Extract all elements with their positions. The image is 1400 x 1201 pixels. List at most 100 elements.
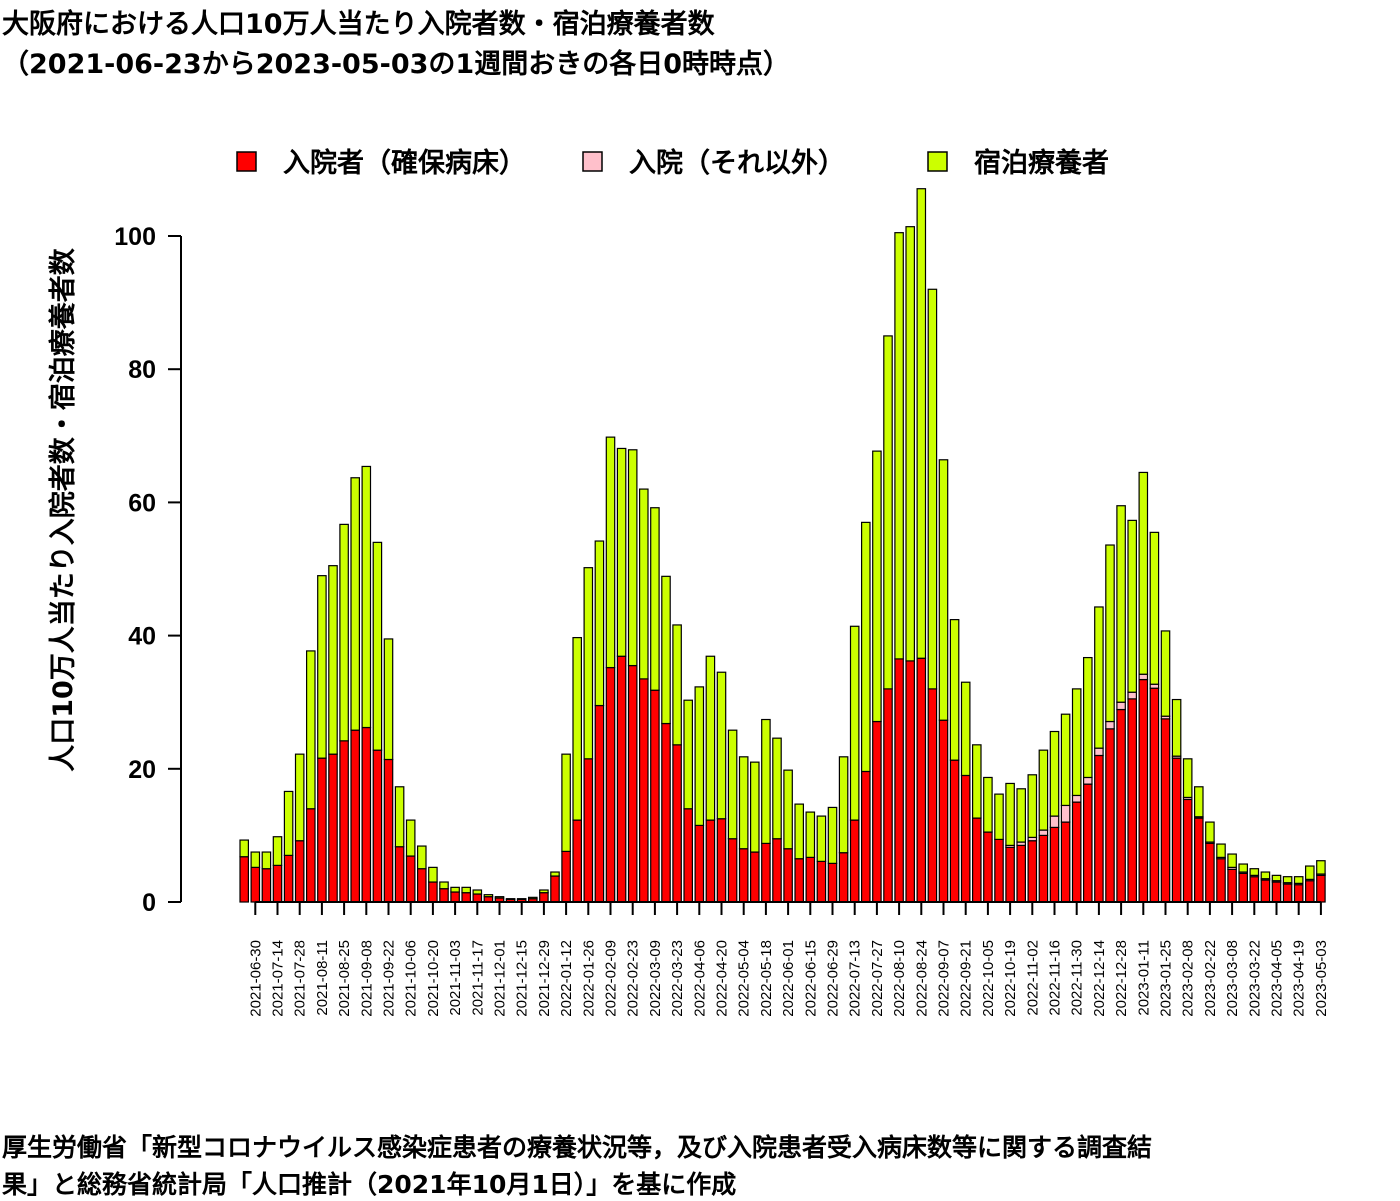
bar-segment-2022-08-24-s2 bbox=[916, 188, 927, 659]
bar-segment-2021-10-27-s2 bbox=[439, 881, 449, 890]
bar-segment-2021-12-22-s2 bbox=[527, 896, 538, 900]
bar-segment-2022-03-09-s2 bbox=[650, 507, 660, 691]
bar-segment-2023-04-12-s0 bbox=[1282, 883, 1293, 903]
bar-segment-2021-07-14-s2 bbox=[272, 836, 283, 866]
bar-segment-2021-11-10-s0 bbox=[461, 892, 471, 903]
bar-segment-2022-12-14-s1 bbox=[1094, 747, 1104, 757]
bar-segment-2022-05-18-s0 bbox=[761, 842, 771, 903]
bar-segment-2022-09-14-s0 bbox=[949, 759, 960, 903]
bar-segment-2023-01-11-s2 bbox=[1138, 471, 1149, 675]
bar-segment-2023-03-15-s2 bbox=[1238, 863, 1248, 873]
bar-segment-2022-10-05-s0 bbox=[983, 831, 993, 903]
bar-segment-2021-07-21-s2 bbox=[283, 790, 294, 856]
bar-segment-2022-10-19-s0 bbox=[1005, 846, 1015, 903]
y-axis-label: 人口10万人当たり入院者数・宿泊療養者数 bbox=[47, 247, 79, 772]
bar-segment-2023-03-22-s2 bbox=[1249, 868, 1260, 876]
legend-swatch-1 bbox=[582, 151, 603, 172]
bar-segment-2022-03-02-s2 bbox=[638, 488, 649, 680]
bar-segment-2021-06-30-s2 bbox=[250, 851, 261, 868]
bar-segment-2021-07-07-s0 bbox=[261, 868, 272, 903]
bar-segment-2022-07-20-s2 bbox=[860, 521, 871, 773]
source-note-line1: 厚生労働省「新型コロナウイルス感染症患者の療養状況等，及び入院患者受入病床数等に… bbox=[2, 1133, 1153, 1162]
bar-segment-2023-02-22-s2 bbox=[1205, 821, 1215, 843]
x-tick-label-2022-05-18: 2022-05-18 bbox=[758, 940, 775, 1017]
bar-segment-2022-07-20-s0 bbox=[860, 770, 871, 903]
y-tick-label-40: 40 bbox=[128, 623, 156, 651]
bar-segment-2022-06-15-s2 bbox=[805, 811, 816, 858]
x-tick-label-2022-09-07: 2022-09-07 bbox=[936, 940, 953, 1017]
x-tick-label-2022-04-20: 2022-04-20 bbox=[714, 940, 731, 1017]
bar-segment-2022-11-02-s2 bbox=[1027, 774, 1038, 838]
x-tick-label-2022-02-23: 2022-02-23 bbox=[625, 940, 642, 1017]
x-tick-label-2022-08-10: 2022-08-10 bbox=[891, 940, 908, 1017]
bar-segment-2022-04-13-s2 bbox=[705, 655, 716, 821]
y-tick-label-20: 20 bbox=[128, 756, 156, 784]
bar-segment-2022-11-23-s2 bbox=[1060, 713, 1071, 807]
bar-segment-2022-03-23-s0 bbox=[672, 744, 682, 903]
bar-segment-2022-09-28-s0 bbox=[971, 817, 982, 903]
y-tick-label-80: 80 bbox=[128, 356, 156, 384]
bar-segment-2023-02-15-s2 bbox=[1193, 786, 1204, 818]
bar-segment-2023-01-04-s0 bbox=[1127, 698, 1137, 903]
bar-segment-2022-05-11-s2 bbox=[749, 761, 760, 853]
bar-segment-2022-04-20-s2 bbox=[716, 671, 727, 820]
x-tick-label-2021-09-08: 2021-09-08 bbox=[358, 940, 375, 1017]
bar-segment-2022-01-12-s0 bbox=[561, 850, 571, 903]
bar-segment-2022-07-27-s0 bbox=[872, 720, 882, 903]
bar-segment-2021-07-21-s0 bbox=[283, 854, 294, 903]
bar-segment-2022-06-08-s2 bbox=[794, 803, 804, 860]
bar-segment-2022-02-02-s0 bbox=[594, 704, 605, 903]
bar-segment-2022-07-27-s2 bbox=[872, 450, 882, 723]
bar-segment-2022-01-05-s0 bbox=[550, 875, 560, 903]
bar-segment-2022-01-05-s2 bbox=[550, 871, 560, 877]
x-tick-label-2021-08-11: 2021-08-11 bbox=[314, 940, 331, 1016]
bar-segment-2022-05-04-s2 bbox=[738, 756, 749, 850]
bar-segment-2022-04-27-s0 bbox=[727, 838, 738, 903]
bar-segment-2022-12-28-s0 bbox=[1116, 708, 1126, 903]
x-tick-label-2022-05-04: 2022-05-04 bbox=[736, 940, 753, 1017]
bar-segment-2023-04-26-s2 bbox=[1304, 865, 1315, 880]
bar-segment-2023-04-19-s2 bbox=[1293, 876, 1304, 884]
bar-segment-2022-07-13-s2 bbox=[849, 625, 860, 821]
bar-segment-2023-03-01-s2 bbox=[1216, 843, 1226, 858]
bar-segment-2022-12-07-s2 bbox=[1082, 656, 1093, 779]
bar-segment-2022-06-29-s0 bbox=[827, 862, 838, 903]
bar-segment-2023-03-15-s0 bbox=[1238, 872, 1248, 903]
bar-segment-2022-07-13-s0 bbox=[849, 819, 860, 903]
bar-segment-2022-06-29-s2 bbox=[827, 806, 838, 864]
bar-segment-2021-11-17-s2 bbox=[472, 889, 483, 895]
x-tick-label-2021-12-29: 2021-12-29 bbox=[536, 940, 553, 1017]
bar-segment-2022-11-16-s1 bbox=[1049, 815, 1060, 829]
bar-segment-2022-04-20-s0 bbox=[716, 818, 727, 903]
bar-segment-2022-11-16-s2 bbox=[1049, 730, 1060, 817]
x-tick-label-2023-04-05: 2023-04-05 bbox=[1269, 940, 1286, 1017]
bar-segment-2023-02-22-s0 bbox=[1205, 842, 1215, 903]
x-tick-label-2022-11-02: 2022-11-02 bbox=[1024, 940, 1041, 1016]
bar-segment-2021-08-04-s2 bbox=[306, 650, 316, 810]
legend: 入院者（確保病床） 入院（それ以外） 宿泊療養者 bbox=[236, 147, 1109, 179]
bar-segment-2021-09-01-s2 bbox=[350, 477, 360, 731]
y-tick-label-0: 0 bbox=[142, 889, 156, 917]
x-tick-label-2022-03-09: 2022-03-09 bbox=[647, 940, 664, 1017]
bar-segment-2021-11-03-s0 bbox=[450, 891, 460, 903]
bar-segment-2022-03-30-s0 bbox=[683, 808, 693, 903]
bar-segment-2023-05-03-s0 bbox=[1316, 874, 1326, 903]
x-tick-label-2023-01-11: 2023-01-11 bbox=[1135, 940, 1152, 1016]
bar-segment-2023-04-19-s0 bbox=[1293, 884, 1304, 903]
bar-segment-2022-08-10-s0 bbox=[894, 658, 904, 903]
x-tick-label-2021-07-28: 2021-07-28 bbox=[292, 940, 309, 1017]
bar-segment-2022-09-14-s2 bbox=[949, 619, 960, 761]
bar-segment-2022-12-07-s1 bbox=[1082, 776, 1093, 785]
bar-segment-2022-05-11-s0 bbox=[749, 851, 760, 903]
bar-segment-2023-01-25-s0 bbox=[1160, 718, 1171, 903]
bar-segment-2021-10-13-s0 bbox=[417, 868, 427, 903]
bar-segment-2021-11-17-s0 bbox=[472, 893, 483, 903]
bar-segment-2021-12-29-s0 bbox=[539, 892, 549, 903]
bar-segment-2021-09-08-s0 bbox=[361, 726, 372, 903]
bar-segment-2022-10-26-s0 bbox=[1016, 844, 1026, 903]
bar-segment-2022-03-23-s2 bbox=[672, 624, 682, 746]
bar-segment-2022-10-19-s2 bbox=[1005, 782, 1015, 846]
bars bbox=[239, 188, 1326, 903]
bar-segment-2022-06-01-s2 bbox=[783, 769, 793, 850]
bar-segment-2021-09-15-s0 bbox=[372, 749, 383, 903]
